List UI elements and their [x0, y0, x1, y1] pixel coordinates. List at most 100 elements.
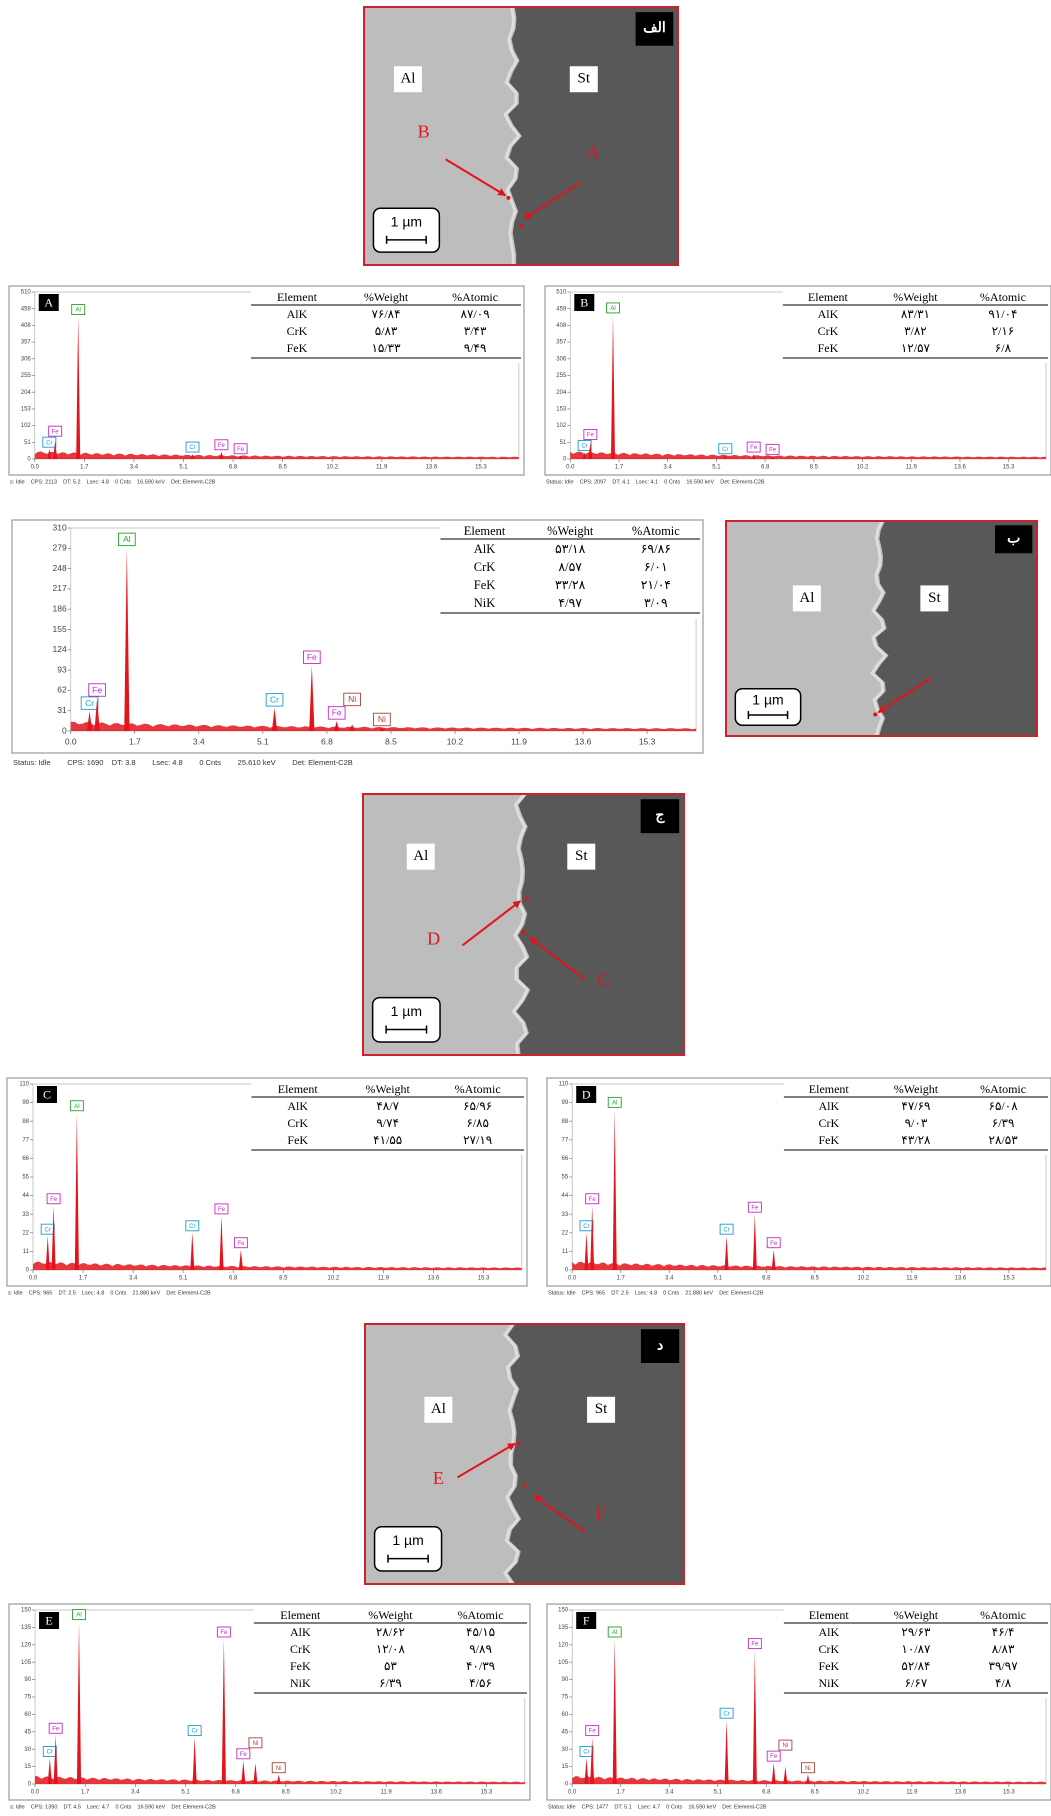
- element-tag: Fe: [751, 1642, 759, 1648]
- status-line: s: Idle CPS: 965 DT: 2.5 Lsec: 4.8 0 Cnt…: [8, 1290, 211, 1296]
- y-tick-label: 155: [53, 624, 67, 634]
- y-tick-label: 408: [21, 323, 32, 329]
- table-cell: AlK: [287, 1099, 308, 1113]
- x-tick-label: 0.0: [568, 1790, 577, 1796]
- table-cell: ۶۵/۰۸: [989, 1099, 1019, 1113]
- phase-label: Al: [431, 1401, 446, 1417]
- y-tick-label: 99: [22, 1100, 29, 1106]
- status-line: Status: Idle CPS: 1477 DT: 5.1 Lsec: 4.7…: [548, 1804, 767, 1810]
- point-label: C: [598, 970, 610, 990]
- y-tick-label: 357: [21, 340, 32, 346]
- y-tick-label: 153: [21, 406, 32, 412]
- element-tag: Cr: [722, 447, 728, 453]
- y-tick-label: 120: [558, 1642, 569, 1648]
- x-tick-label: 3.4: [131, 1790, 140, 1796]
- y-tick-label: 204: [556, 390, 567, 396]
- element-tag: Cr: [189, 1224, 195, 1230]
- y-tick-label: 110: [559, 1082, 569, 1088]
- table-cell: ۴۷/۶۹: [901, 1099, 930, 1113]
- x-tick-label: 3.4: [664, 465, 673, 471]
- element-tag: Fe: [332, 708, 342, 718]
- x-tick-label: 5.1: [179, 465, 188, 471]
- x-tick-label: 5.1: [712, 465, 721, 471]
- eds-spectrum: 01122334455667788991100.01.73.45.16.88.5…: [7, 1078, 527, 1296]
- scale-label: 1 µm: [392, 1532, 423, 1548]
- table-cell: AlK: [474, 542, 496, 556]
- element-tag: Ni: [348, 694, 356, 704]
- x-tick-label: 15.3: [475, 465, 487, 471]
- panel-label: الف: [643, 21, 666, 36]
- table-cell: ۴/۸: [995, 1676, 1012, 1690]
- x-tick-label: 5.1: [714, 1276, 723, 1282]
- y-tick-label: 408: [556, 323, 567, 329]
- y-tick-label: 186: [53, 603, 67, 613]
- table-cell: ۸/۸۳: [992, 1642, 1015, 1656]
- x-tick-label: 1.7: [79, 1276, 88, 1282]
- element-tag: Fe: [237, 447, 245, 453]
- x-tick-label: 15.3: [478, 1276, 490, 1282]
- element-tag: Al: [612, 1100, 617, 1106]
- y-tick-label: 15: [24, 1764, 31, 1770]
- element-tag: Fe: [92, 685, 102, 695]
- y-tick-label: 22: [22, 1230, 29, 1236]
- element-tag: Al: [74, 1104, 79, 1110]
- table-header: %Atomic: [458, 1608, 504, 1622]
- x-tick-label: 5.1: [714, 1790, 723, 1796]
- table-header: %Atomic: [455, 1082, 501, 1096]
- x-tick-label: 10.2: [330, 1790, 342, 1796]
- table-cell: ۴۱/۵۵: [373, 1133, 402, 1147]
- element-tag: Cr: [191, 1729, 197, 1735]
- x-tick-label: 6.8: [762, 1276, 771, 1282]
- element-tag: Ni: [783, 1743, 789, 1749]
- spectrum-label: A: [44, 295, 53, 309]
- y-tick-label: 15: [562, 1764, 569, 1770]
- spectrum-label: E: [45, 1613, 52, 1627]
- table-cell: ۳/۰۹: [644, 596, 668, 610]
- table-cell: ۵۳/۱۸: [555, 542, 586, 556]
- y-tick-label: 357: [556, 340, 567, 346]
- table-cell: CrK: [287, 1116, 308, 1130]
- x-tick-label: 1.7: [617, 1790, 626, 1796]
- y-tick-label: 93: [57, 664, 67, 674]
- element-tag: Fe: [52, 429, 60, 435]
- y-tick-label: 44: [22, 1193, 29, 1199]
- table-header: %Weight: [547, 524, 594, 538]
- element-tag: Fe: [220, 1630, 228, 1636]
- y-tick-label: 306: [556, 356, 567, 362]
- table-cell: ۴۳/۲۸: [901, 1133, 931, 1147]
- panel-label: د: [657, 1338, 663, 1353]
- x-tick-label: 0.0: [31, 465, 40, 471]
- element-tag: Fe: [218, 443, 226, 449]
- y-tick-label: 11: [23, 1249, 30, 1255]
- y-tick-label: 88: [22, 1119, 29, 1125]
- phase-label: Al: [799, 590, 814, 606]
- eds-spectrum: 0511021532042553063574084595100.01.73.45…: [545, 286, 1051, 485]
- table-cell: ۸۳/۳۱: [901, 307, 930, 321]
- table-header: %Atomic: [980, 290, 1026, 304]
- x-tick-label: 15.3: [639, 736, 656, 746]
- table-cell: AlK: [290, 1625, 311, 1639]
- point-label: D: [427, 928, 440, 948]
- table-cell: ۶۹/۸۶: [641, 542, 671, 556]
- x-tick-label: 6.8: [762, 1790, 771, 1796]
- y-tick-label: 306: [21, 356, 32, 362]
- analysis-point: [522, 930, 526, 934]
- x-tick-label: 8.5: [278, 465, 287, 471]
- y-tick-label: 217: [53, 583, 67, 593]
- table-cell: CrK: [818, 1116, 839, 1130]
- table-cell: ۴/۵۶: [469, 1676, 492, 1690]
- table-cell: ۵۳: [384, 1659, 397, 1673]
- table-header: %Weight: [894, 1608, 939, 1622]
- element-tag: Cr: [583, 1750, 589, 1756]
- element-tag: Cr: [581, 444, 587, 450]
- x-tick-label: 6.8: [321, 736, 333, 746]
- table-cell: ۹۱/۰۴: [988, 307, 1017, 321]
- element-tag: Fe: [589, 1729, 597, 1735]
- table-cell: CrK: [474, 560, 496, 574]
- y-tick-label: 102: [556, 423, 567, 429]
- analysis-point: [525, 896, 529, 900]
- table-cell: NiK: [474, 596, 496, 610]
- eds-spectrum: 0511021532042553063574084595100.01.73.45…: [9, 286, 524, 485]
- x-tick-label: 8.5: [811, 1790, 820, 1796]
- y-tick-label: 105: [21, 1660, 32, 1666]
